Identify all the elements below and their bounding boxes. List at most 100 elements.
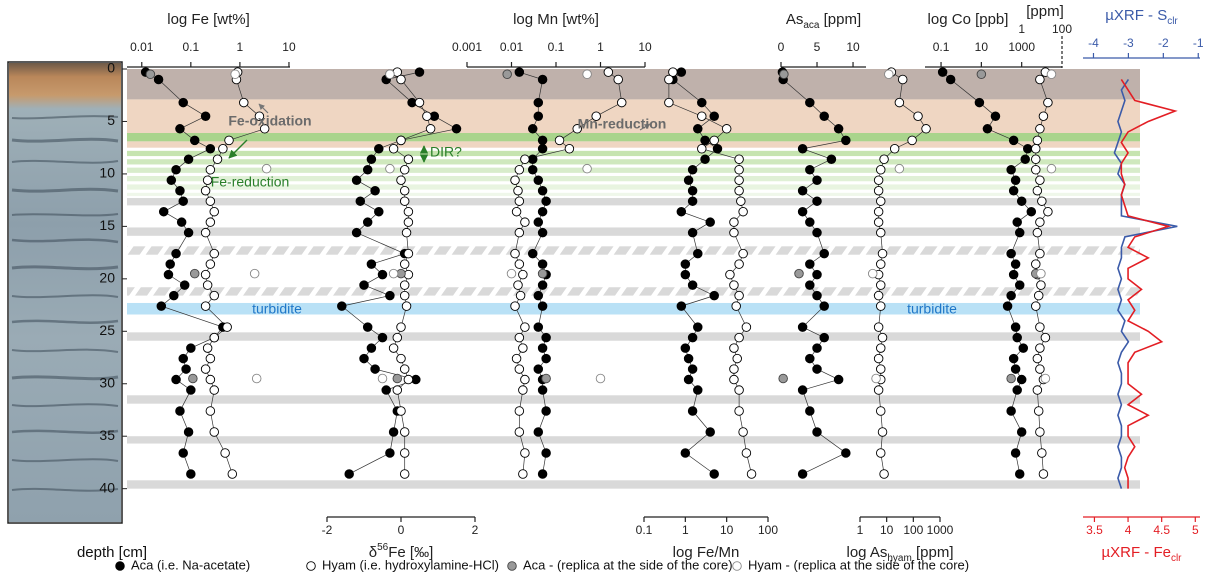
data-point [184,155,193,164]
data-point [1023,144,1032,153]
data-point [798,323,807,332]
data-point [206,197,215,206]
data-point [542,449,551,458]
data-point [515,333,524,342]
data-point [538,228,547,237]
data-point [1009,270,1018,279]
data-point [665,75,674,84]
data-point [604,68,613,77]
data-point [528,165,537,174]
data-point [172,375,181,384]
annotation: Mn-reduction [578,116,667,132]
data-point [732,302,741,311]
data-point [252,374,261,383]
data-point [400,186,409,195]
data-point [820,112,829,121]
data-point [1013,218,1022,227]
x-tick-label: 10 [880,523,894,537]
x-tick-label: 5 [1192,523,1199,537]
data-point [697,112,706,121]
data-point [684,176,693,185]
legend-marker [508,562,517,571]
data-point [397,407,406,416]
data-point [393,374,402,383]
data-point [363,323,372,332]
data-point [519,386,528,395]
data-point [206,260,215,269]
data-point [404,218,413,227]
data-point [813,228,822,237]
data-point [688,365,697,374]
data-point [172,249,181,258]
data-point [507,269,516,278]
x-axis-title-part: log Fe [wt%] [167,11,250,28]
data-point [730,281,739,290]
data-point [176,186,185,195]
data-point [382,386,391,395]
data-point [352,176,361,185]
x-tick-label: 100 [1052,22,1072,36]
data-point [701,155,710,164]
data-point [1036,428,1045,437]
data-point [806,218,815,227]
data-point [1031,155,1040,164]
x-axis-title-part: aca [803,20,820,31]
data-point [827,155,836,164]
data-point [542,333,551,342]
depth-band [127,246,1140,254]
data-point [538,281,547,290]
data-point [1037,281,1046,290]
x-tick-label: 3.5 [1086,523,1103,537]
data-point [538,386,547,395]
data-point [681,344,690,353]
data-point [834,125,843,134]
x-tick-label: 1 [857,523,864,537]
x-tick-label: 0.01 [500,40,524,54]
data-point [521,323,530,332]
data-point [538,136,547,145]
data-point [1044,98,1053,107]
data-point [177,218,186,227]
data-point [555,136,564,145]
y-tick-label: 20 [99,270,115,286]
data-point [1007,249,1016,258]
data-point [813,428,822,437]
data-point [1033,136,1042,145]
data-point [190,269,199,278]
data-point [710,470,719,479]
data-point [180,281,189,290]
data-point [1019,344,1028,353]
data-point [1009,354,1018,363]
data-point [1038,449,1047,458]
data-point [1033,228,1042,237]
data-point [693,323,702,332]
data-point [519,470,528,479]
data-point [874,207,883,216]
data-point [820,302,829,311]
data-point [1031,144,1040,153]
data-point [1031,165,1040,174]
data-point [538,302,547,311]
data-point [1031,302,1040,311]
x-axis-title-part: log Mn [wt%] [513,11,599,28]
x-tick-label: -1 [1193,36,1204,50]
data-point [735,165,744,174]
data-point [179,449,188,458]
data-point [742,323,751,332]
data-point [213,155,222,164]
data-point [515,365,524,374]
data-point [730,344,739,353]
x-axis-title: Asaca [ppm] [786,11,861,31]
data-point [1015,281,1024,290]
figure: 0510152025303540depth [cm]0.010.1110log … [0,0,1211,578]
x-tick-label: 2 [472,523,479,537]
depth-band [127,395,1140,403]
data-point [813,270,822,279]
data-point [542,197,551,206]
data-point [210,428,219,437]
x-axis-title-part: [ppm] [1026,3,1064,20]
data-point [201,365,210,374]
data-point [426,125,435,134]
data-point [1036,218,1045,227]
data-point [400,165,409,174]
